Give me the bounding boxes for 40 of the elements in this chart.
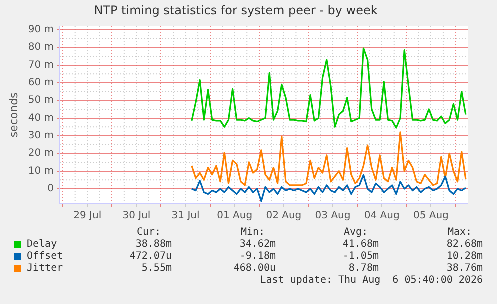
text: 472.07u <box>130 251 172 263</box>
x-tick-label: 30 Jul <box>122 210 151 222</box>
text: Max: <box>448 227 472 239</box>
text: 34.62m <box>240 239 276 251</box>
y-tick-label: 60 m <box>28 78 54 89</box>
text: 82.68m <box>446 239 483 251</box>
y-axis-title: seconds <box>7 92 20 138</box>
chart-title: NTP timing statistics for system peer - by week <box>94 3 378 18</box>
y-tick-label: 50 m <box>28 95 54 106</box>
y-tick-label: 10 m <box>28 166 54 177</box>
y-tick-label: 80 m <box>28 42 54 54</box>
text: Last update: Thu Aug 6 05:40:00 2026 <box>260 275 483 287</box>
y-tick-label: 20 m <box>28 148 54 160</box>
text: 10.28m <box>446 251 483 263</box>
y-tick-label: 90 m <box>28 24 54 36</box>
text: Cur: <box>137 227 162 239</box>
text: 8.78m <box>348 263 379 275</box>
text: -9.18m <box>240 251 276 263</box>
text: Min: <box>241 227 266 239</box>
text: 38.76m <box>446 263 483 275</box>
text: 38.88m <box>136 239 172 251</box>
x-tick-label: 03 Aug <box>315 210 351 222</box>
text: 5.55m <box>142 263 172 275</box>
x-tick-label: 05 Aug <box>413 210 449 222</box>
y-tick-label: 40 m <box>28 112 54 124</box>
x-tick-label: 04 Aug <box>364 210 400 222</box>
text: 468.00u <box>234 263 276 275</box>
text: 41.68m <box>342 239 379 251</box>
y-tick-label: 70 m <box>28 60 54 71</box>
x-tick-label: 31 Jul <box>172 210 200 222</box>
y-tick-label: 0 <box>48 184 54 195</box>
x-tick-label: 29 Jul <box>74 210 102 222</box>
text: -1.05m <box>342 251 379 263</box>
y-tick-label: 30 m <box>28 130 54 142</box>
legend-label: Offset <box>27 251 64 263</box>
x-tick-label: 02 Aug <box>266 210 302 222</box>
text: Avg: <box>344 227 368 239</box>
legend-label: Jitter <box>27 263 64 275</box>
legend-label: Delay <box>27 239 58 251</box>
x-tick-label: 01 Aug <box>217 210 253 222</box>
